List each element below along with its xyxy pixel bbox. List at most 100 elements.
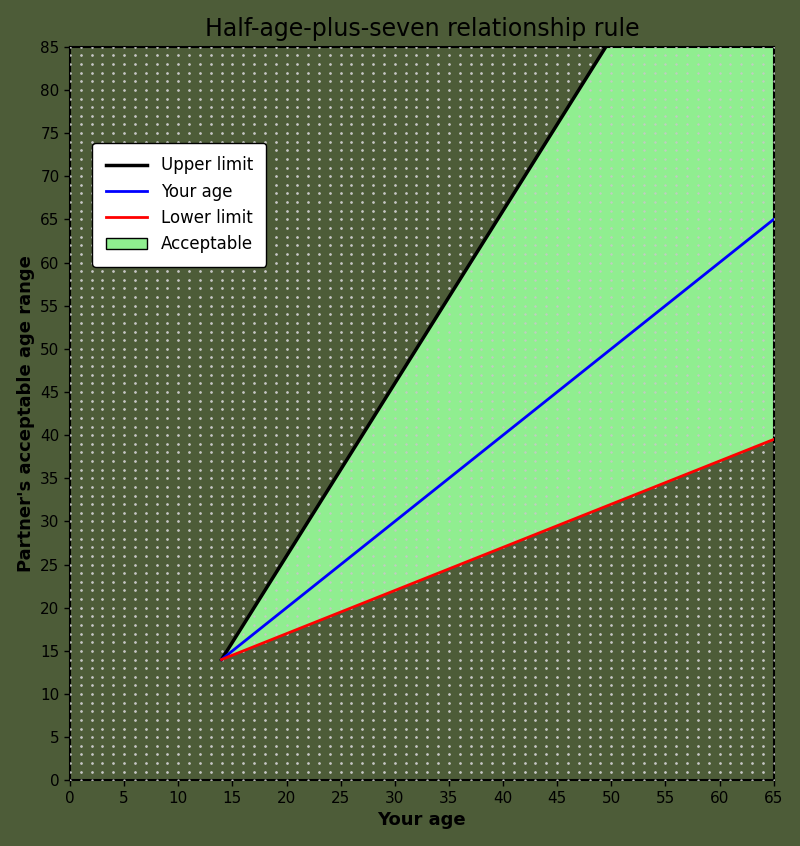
Point <box>507 204 520 217</box>
Point <box>86 497 98 511</box>
Point <box>334 696 347 710</box>
Point <box>334 627 347 640</box>
Point <box>356 437 369 451</box>
Point <box>681 644 694 657</box>
Point <box>182 239 195 252</box>
Point <box>96 40 109 53</box>
Point <box>562 308 574 321</box>
Point <box>746 722 758 735</box>
Point <box>746 653 758 667</box>
Point <box>248 169 261 183</box>
Point <box>248 342 261 355</box>
Point <box>204 411 217 425</box>
Point <box>497 420 510 433</box>
Point <box>605 489 618 503</box>
Point <box>107 255 120 269</box>
Point <box>421 385 434 398</box>
Point <box>583 627 596 640</box>
Point <box>96 524 109 537</box>
Point <box>248 618 261 632</box>
Point <box>118 463 130 476</box>
Point <box>497 739 510 753</box>
Point <box>280 420 293 433</box>
Point <box>323 351 336 365</box>
Point <box>280 299 293 312</box>
Point <box>746 497 758 511</box>
Point <box>583 58 596 71</box>
Point <box>356 618 369 632</box>
Point <box>713 144 726 157</box>
Point <box>691 748 704 761</box>
Point <box>757 265 770 278</box>
Point <box>529 118 542 131</box>
Point <box>399 765 412 778</box>
Point <box>291 635 304 649</box>
Point <box>670 773 682 787</box>
Point <box>670 687 682 700</box>
Point <box>356 662 369 675</box>
Point <box>399 696 412 710</box>
Point <box>150 325 163 338</box>
Point <box>691 678 704 692</box>
Point <box>550 705 563 718</box>
Point <box>507 653 520 667</box>
Point <box>529 308 542 321</box>
Point <box>96 247 109 261</box>
Point <box>410 532 423 546</box>
Point <box>139 748 152 761</box>
Point <box>86 222 98 235</box>
Point <box>507 524 520 537</box>
Point <box>129 325 142 338</box>
Point <box>270 644 282 657</box>
Point <box>594 713 607 727</box>
Point <box>702 333 715 347</box>
Point <box>616 653 629 667</box>
Point <box>670 118 682 131</box>
Point <box>139 756 152 770</box>
Point <box>345 618 358 632</box>
Point <box>421 204 434 217</box>
Point <box>194 765 206 778</box>
Point <box>681 92 694 106</box>
Point <box>74 273 87 287</box>
Point <box>540 713 553 727</box>
Point <box>150 247 163 261</box>
Point <box>64 411 77 425</box>
Point <box>86 532 98 546</box>
Point <box>432 66 445 80</box>
Point <box>746 446 758 459</box>
Point <box>681 722 694 735</box>
Point <box>345 299 358 312</box>
Point <box>118 696 130 710</box>
Point <box>96 282 109 295</box>
Point <box>454 333 466 347</box>
Point <box>734 290 747 304</box>
Point <box>356 58 369 71</box>
Point <box>486 722 498 735</box>
Point <box>194 351 206 365</box>
Point <box>681 83 694 96</box>
Point <box>442 212 455 226</box>
Point <box>421 549 434 563</box>
Point <box>86 204 98 217</box>
Point <box>616 541 629 554</box>
Point <box>237 58 250 71</box>
Point <box>96 74 109 88</box>
Point <box>713 506 726 519</box>
Point <box>366 195 379 209</box>
Point <box>129 730 142 744</box>
Point <box>96 144 109 157</box>
Point <box>291 376 304 390</box>
Point <box>378 618 390 632</box>
Point <box>215 506 228 519</box>
Point <box>507 299 520 312</box>
Point <box>356 670 369 684</box>
Point <box>248 584 261 597</box>
Point <box>594 282 607 295</box>
Point <box>507 351 520 365</box>
Point <box>757 756 770 770</box>
Point <box>464 101 477 114</box>
Point <box>378 368 390 382</box>
Point <box>670 481 682 494</box>
Point <box>562 454 574 468</box>
